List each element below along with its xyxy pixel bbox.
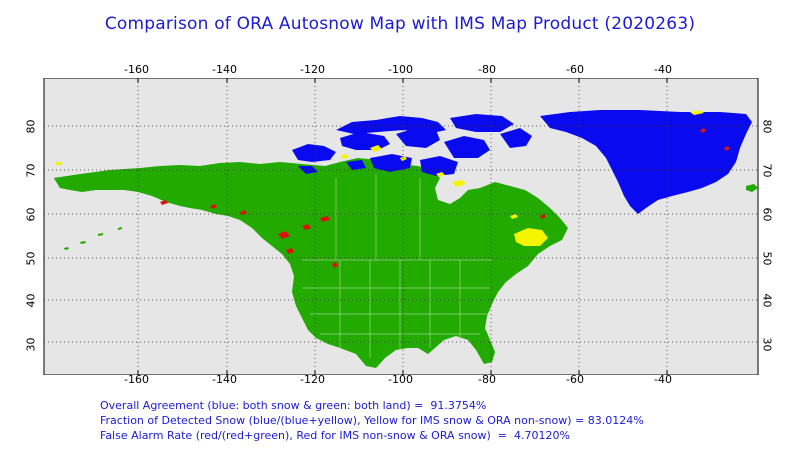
- lat-label: 60: [24, 207, 38, 222]
- arctic-archipelago-snow: [292, 114, 532, 176]
- overall-agreement: Overall Agreement (blue: both snow & gre…: [100, 399, 487, 412]
- snow-comparison-map: [40, 77, 762, 376]
- lon-label: -40: [654, 63, 672, 76]
- lon-label: -60: [566, 63, 584, 76]
- tick-marks: [137, 78, 668, 375]
- lat-label: 60: [760, 207, 774, 222]
- greenland-snow: [540, 110, 752, 214]
- false-alarm-rate: False Alarm Rate (red/(red+green), Red f…: [100, 429, 570, 442]
- political-borders: [302, 174, 492, 358]
- lat-label: 30: [760, 337, 774, 352]
- lat-label: 80: [760, 119, 774, 134]
- lon-label: -160: [124, 63, 149, 76]
- iceland-land: [746, 184, 758, 192]
- lon-label: -80: [478, 63, 496, 76]
- lon-label: -60: [566, 373, 584, 386]
- lat-label: 30: [24, 337, 38, 352]
- lat-label: 70: [760, 163, 774, 178]
- lon-labels-bottom: -160 -140 -120 -100 -80 -60 -40: [0, 373, 800, 387]
- lon-labels-top: -160 -140 -120 -100 -80 -60 -40: [0, 63, 800, 77]
- lat-label: 50: [24, 251, 38, 266]
- statistics-block: Overall Agreement (blue: both snow & gre…: [100, 398, 644, 443]
- lon-label: -100: [388, 63, 413, 76]
- lon-label: -40: [654, 373, 672, 386]
- lat-label: 50: [760, 251, 774, 266]
- lon-label: -160: [124, 373, 149, 386]
- lat-label: 40: [24, 293, 38, 308]
- map-title: Comparison of ORA Autosnow Map with IMS …: [104, 14, 696, 34]
- lon-label: -140: [212, 373, 237, 386]
- lon-label: -80: [478, 373, 496, 386]
- fraction-detected-snow: Fraction of Detected Snow (blue/(blue+ye…: [100, 414, 644, 427]
- lon-label: -120: [300, 63, 325, 76]
- lat-labels-right: 30 40 50 60 70 80: [760, 78, 774, 375]
- map-svg: [43, 77, 759, 376]
- lon-label: -100: [388, 373, 413, 386]
- alaska-peninsula: [54, 176, 80, 188]
- lat-label: 70: [24, 163, 38, 178]
- lat-labels-left: 30 40 50 60 70 80: [24, 78, 40, 375]
- north-america-land: [54, 158, 568, 368]
- lat-label: 40: [760, 293, 774, 308]
- lon-label: -140: [212, 63, 237, 76]
- lat-label: 80: [24, 119, 38, 134]
- lon-label: -120: [300, 373, 325, 386]
- graticule: [44, 78, 758, 375]
